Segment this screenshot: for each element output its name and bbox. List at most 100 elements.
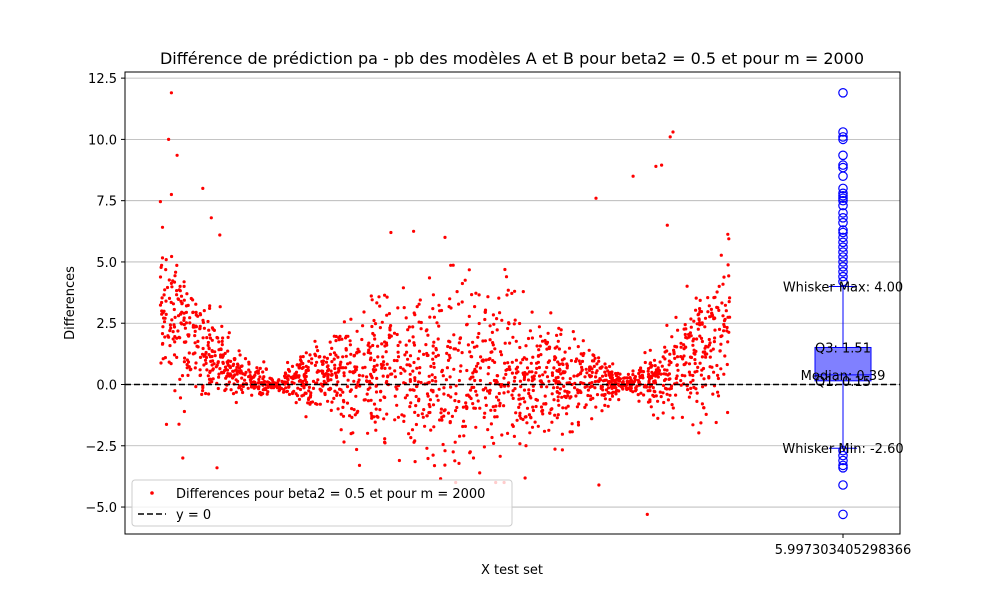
scatter-point — [691, 343, 695, 347]
scatter-point — [177, 335, 181, 339]
scatter-point — [200, 352, 205, 356]
scatter-point — [385, 362, 389, 366]
scatter-point — [383, 366, 387, 370]
scatter-point — [446, 344, 450, 349]
scatter-point — [580, 365, 584, 369]
scatter-point — [656, 416, 660, 420]
scatter-point — [562, 371, 567, 375]
scatter-point — [442, 414, 446, 418]
scatter-point — [633, 375, 638, 379]
scatter-point — [229, 359, 233, 363]
scatter-point — [445, 366, 449, 370]
scatter-point — [180, 374, 185, 378]
scatter-point — [233, 357, 237, 361]
scatter-point — [355, 383, 359, 387]
scatter-point — [338, 334, 342, 338]
scatter-point — [310, 400, 315, 404]
scatter-point — [287, 368, 291, 372]
scatter-point — [565, 390, 570, 394]
scatter-point — [653, 390, 657, 394]
scatter-point — [308, 353, 312, 357]
scatter-point — [175, 289, 179, 293]
scatter-point — [229, 388, 233, 392]
scatter-point — [483, 308, 488, 312]
scatter-point — [482, 415, 486, 419]
scatter-point — [221, 360, 225, 364]
scatter-point — [361, 324, 365, 328]
scatter-point — [342, 374, 346, 378]
scatter-point — [225, 368, 230, 372]
scatter-point — [341, 366, 345, 370]
scatter-point — [553, 413, 557, 417]
scatter-point — [590, 381, 594, 385]
boxplot-outlier — [838, 445, 848, 456]
scatter-point — [159, 265, 163, 269]
scatter-point — [661, 391, 665, 395]
scatter-point — [292, 374, 296, 378]
scatter-point — [667, 363, 671, 367]
scatter-point — [344, 336, 348, 340]
scatter-point — [709, 307, 714, 311]
scatter-point — [522, 388, 527, 392]
scatter-point — [204, 355, 209, 360]
scatter-point — [395, 387, 399, 391]
scatter-point — [252, 386, 256, 390]
scatter-point — [350, 415, 354, 419]
scatter-point — [283, 371, 287, 375]
legend-marker-differences — [150, 491, 154, 495]
scatter-point — [518, 379, 523, 383]
scatter-point — [452, 367, 456, 371]
scatter-point — [511, 396, 515, 400]
scatter-point — [539, 353, 543, 357]
scatter-point — [511, 424, 515, 428]
scatter-point — [333, 371, 337, 375]
scatter-point — [160, 309, 164, 313]
scatter-point — [693, 361, 697, 366]
scatter-point — [492, 322, 496, 326]
scatter-point — [336, 355, 340, 359]
scatter-point — [284, 386, 288, 390]
scatter-point — [638, 374, 642, 378]
scatter-point — [557, 403, 561, 407]
scatter-point — [417, 349, 422, 353]
scatter-point — [699, 336, 704, 340]
scatter-point — [497, 398, 501, 402]
scatter-point — [521, 396, 526, 400]
scatter-point — [538, 344, 542, 348]
scatter-point — [379, 362, 383, 366]
scatter-point — [420, 412, 424, 416]
scatter-point — [665, 387, 669, 391]
scatter-point — [405, 350, 409, 354]
scatter-point — [599, 366, 603, 370]
scatter-point — [179, 294, 184, 298]
scatter-point — [723, 303, 728, 307]
scatter-point — [298, 378, 302, 382]
scatter-point — [726, 340, 730, 344]
scatter-point — [431, 403, 436, 407]
scatter-point — [301, 355, 305, 359]
scatter-point — [374, 428, 378, 432]
scatter-point — [717, 284, 721, 288]
scatter-point — [708, 341, 712, 345]
scatter-point — [500, 318, 504, 322]
scatter-point — [499, 353, 504, 357]
scatter-point — [535, 344, 539, 348]
scatter-point — [371, 343, 375, 348]
scatter-point — [674, 315, 678, 319]
scatter-point — [628, 376, 632, 380]
scatter-point — [332, 396, 336, 400]
scatter-point — [691, 423, 695, 427]
scatter-point — [488, 324, 492, 328]
scatter-point — [421, 415, 425, 419]
scatter-point — [652, 358, 657, 362]
scatter-point — [431, 453, 435, 457]
scatter-point — [248, 370, 252, 374]
scatter-point — [375, 376, 379, 380]
scatter-point — [367, 348, 371, 352]
scatter-point — [604, 366, 608, 370]
scatter-point — [559, 332, 563, 336]
y-tick-label: −2.5 — [85, 440, 117, 455]
boxplot-outlier — [838, 191, 848, 201]
scatter-point — [341, 390, 345, 394]
scatter-point — [168, 329, 172, 333]
